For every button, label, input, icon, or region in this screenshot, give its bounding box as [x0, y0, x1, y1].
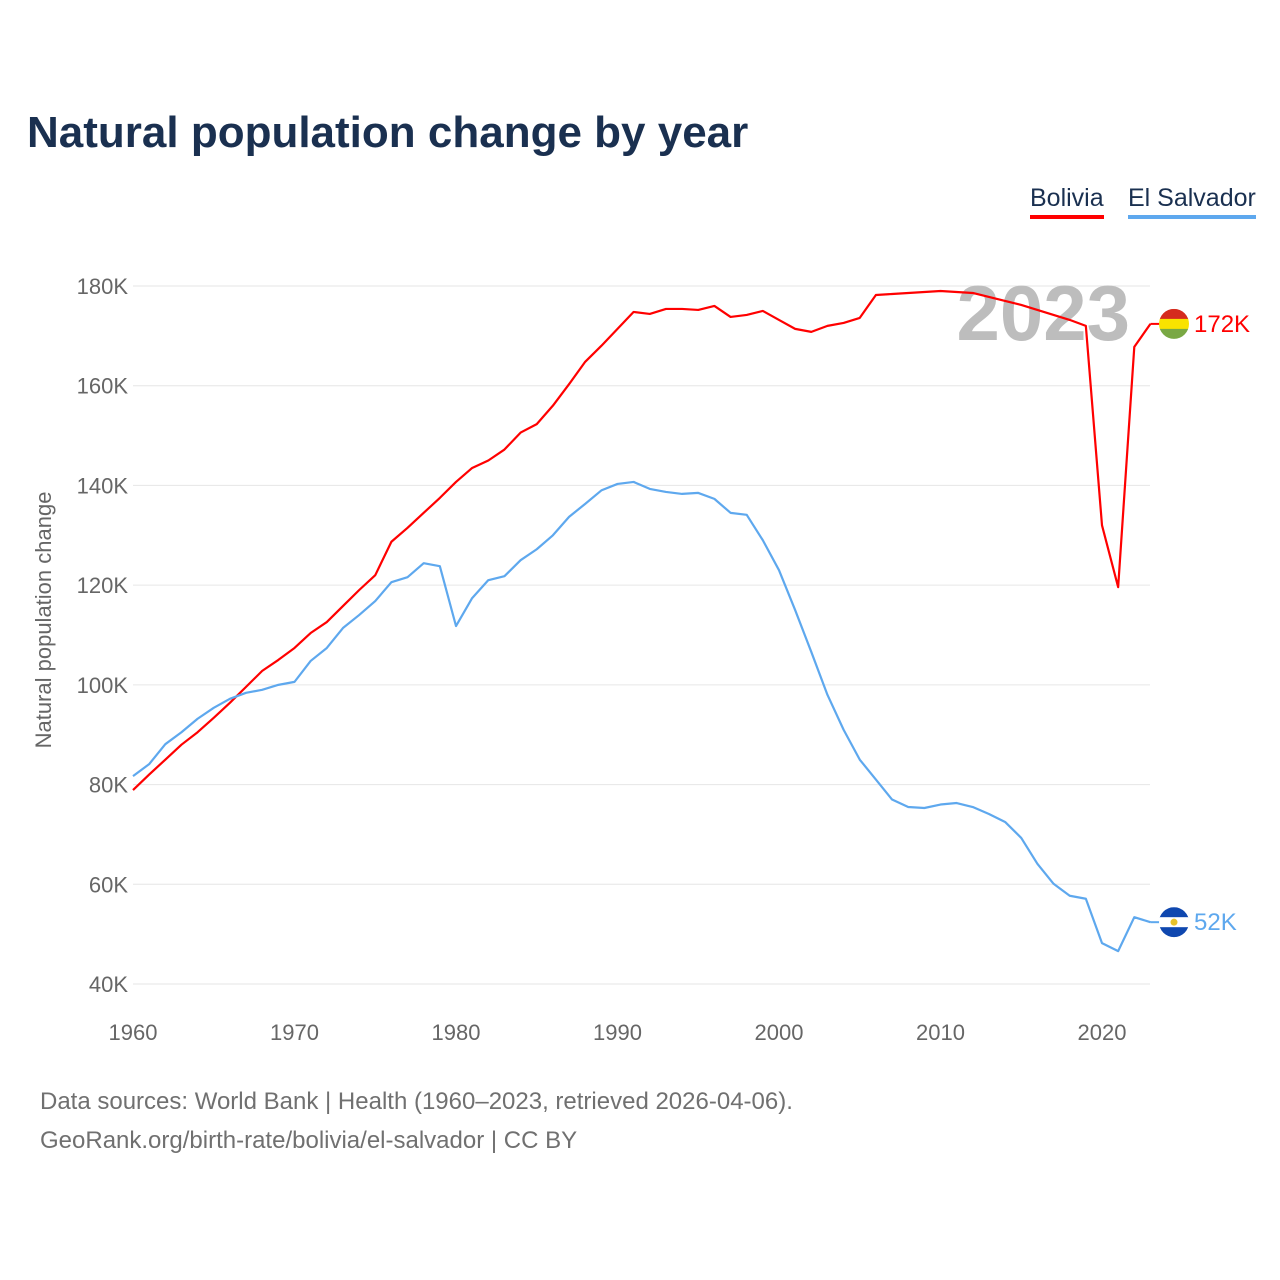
x-tick-label: 2020	[1078, 1020, 1127, 1045]
y-tick-label: 160K	[77, 374, 129, 399]
y-tick-label: 100K	[77, 673, 129, 698]
attribution-link[interactable]: GeoRank.org/birth-rate/bolivia/el-salvad…	[40, 1127, 578, 1154]
flag-stripe	[1159, 927, 1189, 938]
series-line-el-salvador	[132, 480, 1151, 953]
y-tick-label: 120K	[77, 573, 129, 598]
y-axis-label: Natural population change	[31, 492, 56, 749]
x-tick-label: 2010	[916, 1020, 965, 1045]
legend-item-bolivia[interactable]: Bolivia	[1030, 184, 1104, 219]
x-tick-label: 2000	[755, 1020, 804, 1045]
legend-item-el-salvador[interactable]: El Salvador	[1128, 184, 1256, 219]
flag-bolivia-icon	[1159, 308, 1189, 339]
y-tick-label: 180K	[77, 274, 129, 299]
year-watermark: 2023	[956, 269, 1130, 357]
x-tick-label: 1970	[270, 1020, 319, 1045]
series-line-bolivia	[132, 289, 1152, 791]
end-value-label: 52K	[1194, 909, 1237, 936]
x-tick-label: 1960	[109, 1020, 158, 1045]
flag-stripe	[1159, 907, 1189, 918]
y-tick-label: 40K	[89, 972, 128, 997]
y-tick-label: 140K	[77, 473, 129, 498]
flag-emblem	[1170, 918, 1178, 926]
y-tick-label: 80K	[89, 773, 128, 798]
flag-stripe	[1159, 318, 1189, 330]
x-tick-label: 1980	[432, 1020, 481, 1045]
data-source-note: Data sources: World Bank | Health (1960–…	[40, 1088, 793, 1115]
flag-stripe	[1159, 328, 1189, 339]
end-value-label: 172K	[1194, 311, 1250, 338]
y-tick-label: 60K	[89, 872, 128, 897]
flag-stripe	[1159, 308, 1189, 320]
x-tick-label: 1990	[593, 1020, 642, 1045]
chart-title: Natural population change by year	[27, 108, 749, 157]
